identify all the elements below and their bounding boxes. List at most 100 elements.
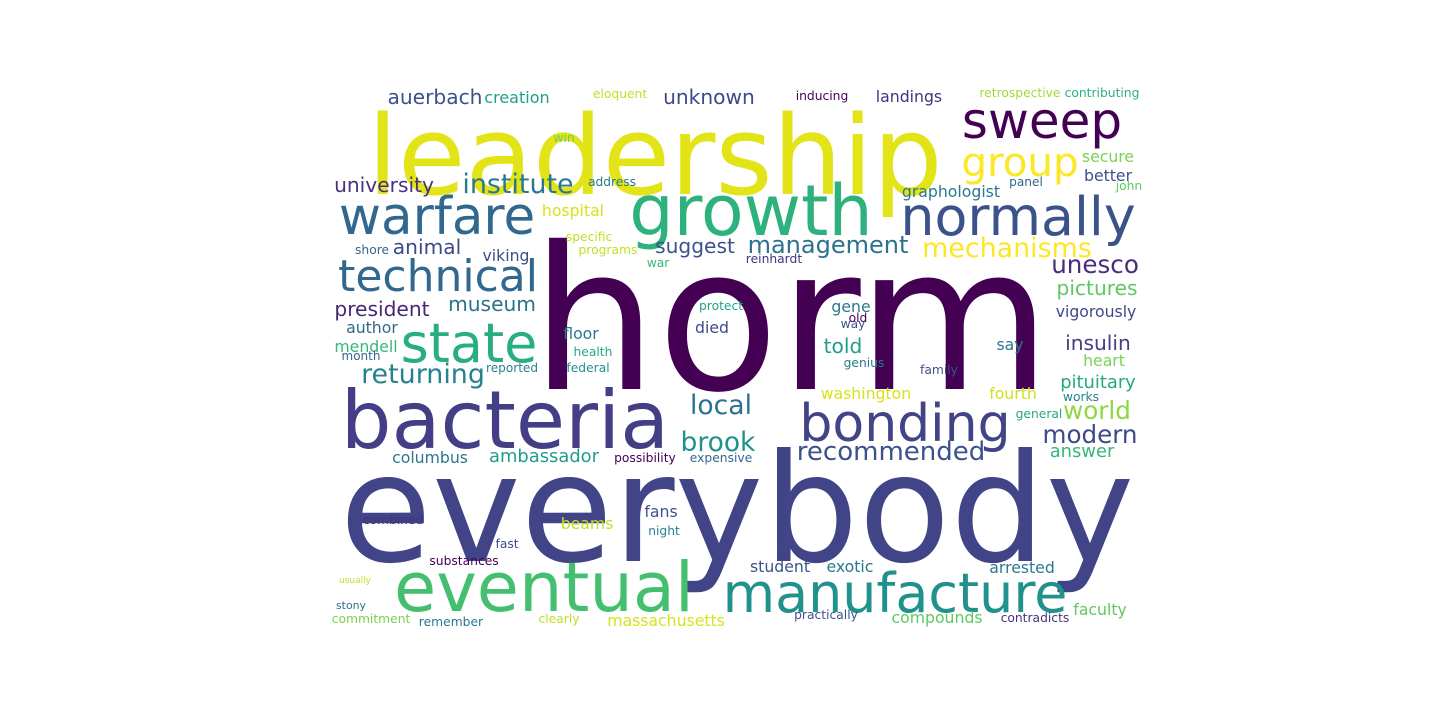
word-night: night	[648, 524, 680, 539]
word-columbus: columbus	[392, 447, 468, 467]
word-management: management	[747, 230, 909, 259]
word-remember: remember	[418, 615, 484, 630]
word-vigorously: vigorously	[1055, 301, 1137, 321]
word-unesco: unesco	[1051, 250, 1139, 280]
word-bonding: bonding	[799, 394, 1011, 455]
word-pictures: pictures	[1056, 275, 1138, 300]
word-state: state	[400, 311, 538, 375]
word-panel: panel	[1009, 175, 1043, 190]
word-bacteria: bacteria	[340, 374, 670, 467]
word-general: general	[1015, 407, 1063, 422]
word-institute: institute	[462, 168, 574, 200]
word-compounds: compounds	[891, 607, 983, 627]
word-retrospective: retrospective	[979, 86, 1061, 101]
word-practically: practically	[794, 608, 858, 623]
word-reported: reported	[486, 361, 539, 376]
word-unknown: unknown	[663, 84, 755, 109]
word-way: way	[840, 317, 866, 332]
word-museum: museum	[448, 291, 536, 316]
word-technical: technical	[338, 250, 538, 302]
word-arrested: arrested	[989, 557, 1055, 577]
word-leadership: leadership	[367, 92, 943, 221]
word-author: author	[346, 317, 398, 337]
word-reinhardt: reinhardt	[745, 252, 803, 267]
word-answer: answer	[1049, 440, 1115, 462]
word-usually: usually	[339, 575, 371, 586]
word-federal: federal	[566, 361, 610, 376]
word-viking: viking	[482, 245, 530, 265]
word-normally: normally	[900, 185, 1136, 248]
word-local: local	[690, 389, 752, 421]
word-shore: shore	[355, 243, 390, 258]
word-faculty: faculty	[1073, 599, 1127, 619]
word-family: family	[920, 363, 958, 378]
word-mechanisms: mechanisms	[922, 232, 1092, 264]
word-inducing: inducing	[795, 89, 849, 104]
word-everybody: everybody	[339, 423, 1135, 597]
word-heart: heart	[1083, 350, 1125, 370]
word-beams: beams	[560, 513, 614, 533]
word-health: health	[573, 345, 613, 360]
word-warfare: warfare	[338, 186, 536, 247]
word-growth: growth	[629, 170, 873, 252]
word-died: died	[695, 317, 729, 337]
word-insulin: insulin	[1065, 330, 1131, 355]
word-better: better	[1084, 165, 1133, 185]
word-war: war	[646, 256, 670, 271]
word-floor: floor	[563, 323, 599, 343]
word-address: address	[588, 175, 636, 190]
word-fourth: fourth	[989, 383, 1037, 403]
word-clearly: clearly	[538, 612, 580, 627]
word-protect: protect	[699, 299, 744, 314]
word-secure: secure	[1081, 146, 1135, 166]
word-fast: fast	[495, 537, 519, 552]
word-exotic: exotic	[826, 556, 874, 576]
word-landings: landings	[875, 86, 943, 106]
word-stony: stony	[336, 599, 366, 613]
word-win: win	[553, 131, 575, 146]
word-massachusetts: massachusetts	[607, 610, 725, 630]
word-gene: gene	[831, 296, 871, 316]
word-mendell: mendell	[334, 336, 398, 356]
word-horm: horm	[531, 203, 1052, 436]
word-university: university	[334, 172, 434, 197]
word-modern: modern	[1042, 420, 1138, 450]
word-fans: fans	[644, 501, 678, 521]
word-auerbach: auerbach	[387, 84, 483, 109]
word-possibility: possibility	[614, 451, 676, 466]
word-genius: genius	[843, 356, 885, 371]
word-john: john	[1115, 179, 1143, 194]
word-manufacture: manufacture	[722, 561, 1068, 625]
word-say: say	[996, 334, 1024, 354]
word-eventual: eventual	[394, 548, 694, 629]
word-told: told	[823, 333, 863, 358]
word-eloquent: eloquent	[592, 87, 648, 102]
word-specific: specific	[565, 230, 613, 245]
word-hospital: hospital	[541, 200, 605, 220]
word-world: world	[1063, 396, 1131, 426]
word-contradicts: contradicts	[1000, 611, 1070, 626]
word-president: president	[334, 296, 430, 321]
word-group: group	[961, 138, 1079, 186]
word-brook: brook	[680, 426, 756, 458]
word-commitment: commitment	[331, 612, 411, 627]
word-month: month	[341, 349, 381, 364]
word-sweep: sweep	[961, 92, 1123, 150]
word-substances: substances	[429, 554, 499, 569]
word-expensive: expensive	[689, 451, 753, 466]
word-washington: washington	[820, 383, 912, 403]
word-ambassador: ambassador	[489, 445, 599, 467]
word-contributing: contributing	[1064, 86, 1140, 101]
word-student: student	[750, 556, 810, 576]
word-suggest: suggest	[655, 233, 735, 258]
word-creation: creation	[484, 88, 550, 108]
word-programs: programs	[578, 243, 638, 258]
word-animal: animal	[392, 234, 462, 259]
word-combined: combined	[362, 513, 424, 528]
word-graphologist: graphologist	[901, 181, 1001, 201]
word-returning: returning	[361, 358, 485, 390]
word-works: works	[1062, 390, 1100, 405]
word-recommended: recommended	[796, 437, 986, 468]
word-old: old	[848, 311, 868, 326]
